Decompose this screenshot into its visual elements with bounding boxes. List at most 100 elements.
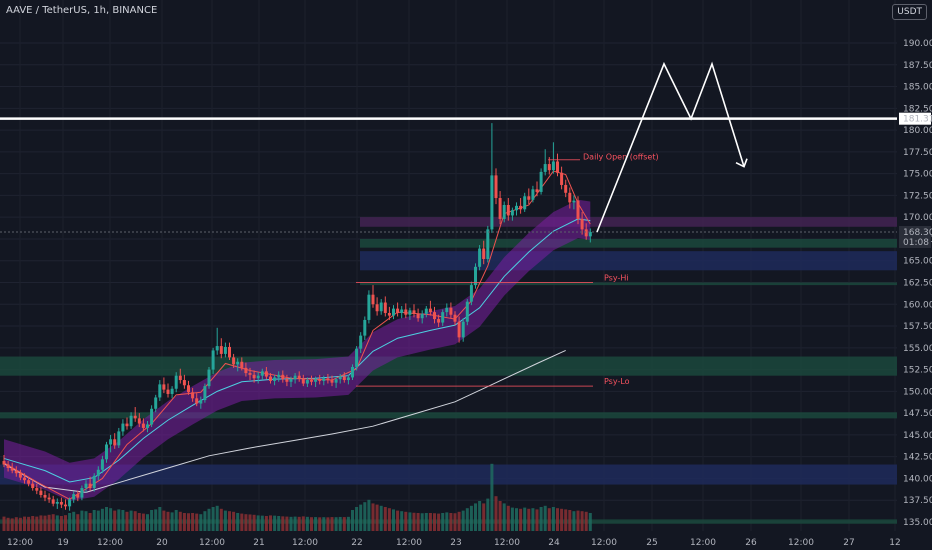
candle-body xyxy=(478,248,482,267)
candle-body xyxy=(375,304,379,312)
candle-body xyxy=(564,184,568,193)
price-tick-label: 140.00 xyxy=(903,474,932,484)
volume-bar xyxy=(453,513,457,531)
candle-body xyxy=(580,218,584,230)
price-tick-label: 190.00 xyxy=(903,39,932,49)
time-axis[interactable]: 12:00 19 12:00 20 12:00 21 12:00 22 12:00 23 12:00… xyxy=(0,532,932,550)
volume-bar xyxy=(490,463,494,531)
volume-bar xyxy=(445,512,449,531)
volume-bar xyxy=(129,510,133,531)
candle-body xyxy=(371,294,375,305)
candle-body xyxy=(236,361,240,365)
candle-body xyxy=(248,373,252,375)
volume-bar xyxy=(2,516,6,531)
volume-bar xyxy=(515,508,518,531)
volume-bar xyxy=(248,514,252,531)
candle-body xyxy=(59,501,63,505)
candle-body xyxy=(100,459,104,470)
candles[interactable] xyxy=(2,123,592,511)
volume-bar xyxy=(441,513,445,531)
volume-bar xyxy=(146,514,149,531)
volume-bar xyxy=(560,508,564,531)
volume-bar xyxy=(400,511,404,531)
volume-bar xyxy=(256,515,260,531)
volume-bar xyxy=(351,510,354,531)
candle-body xyxy=(494,175,498,199)
volume-bar xyxy=(23,516,26,531)
price-tick-label: 150.00 xyxy=(903,387,932,397)
candle-body xyxy=(301,378,305,384)
candle-body xyxy=(125,423,129,427)
volume-bar xyxy=(285,516,289,531)
candle-body xyxy=(31,483,35,489)
price-tick-label: 162.50 xyxy=(903,279,932,289)
time-tick-label: 22 xyxy=(351,538,362,548)
price-tick-label: 160.00 xyxy=(903,300,932,310)
volume-bar xyxy=(72,511,76,531)
volume-bar xyxy=(244,514,248,531)
volume-bar xyxy=(527,508,531,531)
time-tick-label: 24 xyxy=(548,538,560,548)
symbol-title[interactable]: AAVE / TetherUS, 1h, BINANCE xyxy=(6,5,158,16)
volume-bar xyxy=(404,511,408,531)
time-tick-label: 23 xyxy=(450,538,461,548)
candle-body xyxy=(178,375,182,381)
time-tick-label: 27 xyxy=(843,538,854,548)
candle-body xyxy=(293,375,297,380)
candle-body xyxy=(318,379,322,381)
candle-body xyxy=(314,379,318,382)
volume-bar xyxy=(322,517,326,531)
candle-body xyxy=(305,380,309,384)
volume-bar xyxy=(170,512,174,531)
resistance-price-label: 181.31 xyxy=(903,115,932,125)
time-tick-label: 21 xyxy=(253,538,264,548)
volume-bar xyxy=(232,511,236,531)
time-tick-label: 12:00 xyxy=(199,538,225,548)
candle-body xyxy=(18,473,22,478)
projection-path xyxy=(596,61,745,233)
candle-body xyxy=(6,464,10,469)
volume-bar xyxy=(301,516,305,531)
zone-blue xyxy=(0,464,897,485)
zone-demand xyxy=(360,282,897,286)
candle-body xyxy=(498,198,502,219)
price-tick-label: 142.50 xyxy=(903,453,932,463)
candle-body xyxy=(162,384,166,390)
volume-bar xyxy=(277,516,281,531)
volume-bar xyxy=(318,517,322,531)
price-tick-label: 147.50 xyxy=(903,409,932,419)
candle-body xyxy=(199,400,203,404)
volume-bar xyxy=(18,517,22,531)
currency-badge[interactable]: USDT xyxy=(892,4,927,20)
candle-body xyxy=(556,161,559,173)
price-tick-label: 155.00 xyxy=(903,344,932,354)
time-tick-label: 12:00 xyxy=(97,538,123,548)
volume-bar xyxy=(342,517,346,531)
candle-body xyxy=(490,175,494,230)
time-tick-label: 12 xyxy=(889,538,900,548)
candle-body xyxy=(207,369,211,387)
candle-body xyxy=(424,308,428,314)
zone-demand xyxy=(0,356,897,376)
candle-body xyxy=(228,346,231,358)
zone-supply xyxy=(360,217,897,227)
volume-bar xyxy=(191,513,195,531)
volume-bar xyxy=(355,507,359,531)
volume-bar xyxy=(211,507,215,531)
volume-bar xyxy=(195,513,199,531)
volume-bar xyxy=(359,504,363,531)
volume-bar xyxy=(363,502,367,531)
candle-body xyxy=(84,483,88,489)
volume-bar xyxy=(281,516,285,531)
candle-body xyxy=(396,308,400,313)
candle-body xyxy=(310,380,313,382)
volume-bar xyxy=(64,515,67,531)
candle-body xyxy=(576,200,580,219)
price-axis[interactable]: 135.00 137.50 140.00 142.50 145.00 147.50 150.… xyxy=(897,0,932,550)
candle-body xyxy=(174,375,178,389)
volume-bar xyxy=(314,517,318,531)
candle-body xyxy=(64,504,67,507)
volume-bar xyxy=(564,509,568,531)
